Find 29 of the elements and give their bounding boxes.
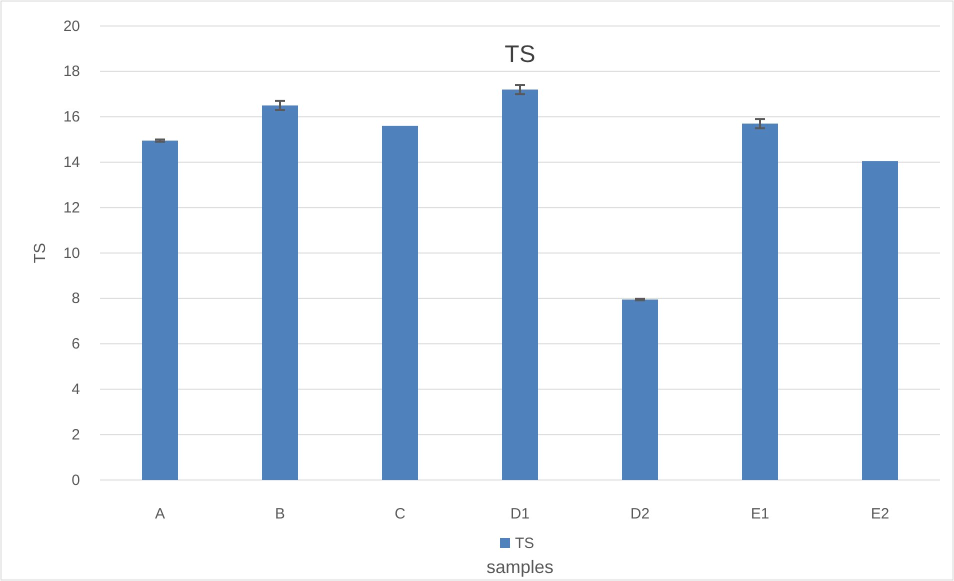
y-tick-label: 2 — [72, 426, 80, 444]
x-axis-title: samples — [486, 557, 554, 577]
y-tick-label: 14 — [63, 154, 80, 171]
x-tick-label: B — [274, 506, 286, 523]
y-tick-label: 16 — [63, 108, 80, 126]
x-tick-label: D2 — [630, 506, 650, 523]
y-tick-label: 20 — [63, 18, 80, 35]
x-tick-label: D1 — [510, 506, 530, 523]
bar — [742, 124, 778, 480]
text: TS — [504, 41, 536, 68]
legend-label: TS — [515, 535, 534, 552]
bar — [502, 90, 538, 480]
x-tick-label: E1 — [750, 506, 770, 523]
y-tick-label: 10 — [63, 244, 80, 262]
y-tick-label: 18 — [63, 63, 80, 80]
bar — [142, 140, 178, 480]
y-tick-label: 6 — [72, 336, 80, 353]
y-tick-label: 8 — [72, 290, 80, 308]
bar — [862, 161, 898, 480]
x-tick-label: A — [154, 506, 166, 523]
y-tick-label: 12 — [63, 199, 80, 216]
bar — [262, 105, 298, 480]
x-tick-label: E2 — [870, 506, 890, 523]
y-tick-label: 4 — [72, 381, 80, 398]
y-axis-title: TS — [32, 242, 49, 264]
y-tick-label: 0 — [72, 472, 80, 489]
bar — [622, 300, 658, 480]
x-tick-label: C — [394, 506, 406, 523]
bar — [382, 126, 418, 480]
